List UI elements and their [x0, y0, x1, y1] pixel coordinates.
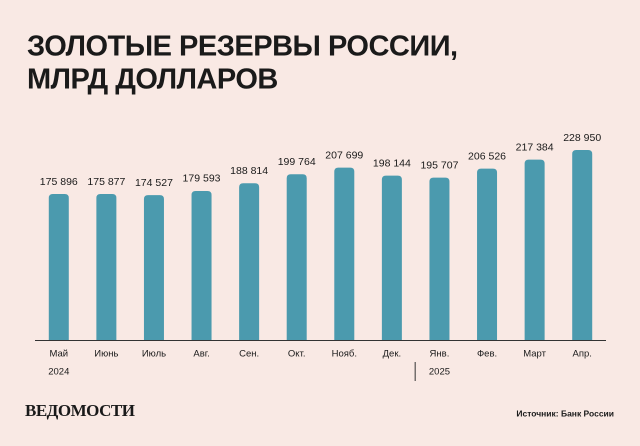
- bar: [572, 150, 593, 340]
- year-label: 2024: [48, 367, 69, 378]
- x-tick-label: Март: [523, 349, 546, 360]
- value-label: 175 896: [40, 176, 78, 188]
- logo: ВЕДОМОСТИ: [25, 401, 135, 420]
- chart-title: ЗОЛОТЫЕ РЕЗЕРВЫ РОССИИ,: [27, 31, 458, 63]
- bar: [429, 177, 450, 340]
- bar: [524, 159, 545, 340]
- bar: [334, 167, 355, 340]
- bar: [286, 174, 307, 340]
- value-label: 179 593: [183, 173, 221, 185]
- value-label: 175 877: [87, 176, 125, 188]
- value-label: 188 814: [230, 165, 268, 177]
- x-tick-label: Сен.: [239, 349, 259, 360]
- bar: [143, 195, 164, 340]
- value-label: 199 764: [278, 156, 316, 168]
- bar: [191, 190, 212, 340]
- x-tick-label: Июль: [142, 349, 166, 360]
- value-label: 228 950: [563, 132, 601, 144]
- bar: [381, 175, 402, 340]
- x-tick-label: Фев.: [477, 349, 497, 360]
- chart-title: МЛРД ДОЛЛАРОВ: [27, 64, 278, 96]
- bar: [48, 194, 69, 340]
- source: Источник: Банк России: [516, 408, 614, 418]
- x-tick-label: Нояб.: [332, 349, 357, 360]
- value-label: 206 526: [468, 150, 506, 162]
- x-tick-label: Янв.: [430, 349, 450, 360]
- x-tick-label: Дек.: [383, 349, 402, 360]
- x-tick-label: Апр.: [573, 349, 592, 360]
- x-tick-label: Июнь: [94, 349, 118, 360]
- value-label: 198 144: [373, 157, 411, 169]
- x-tick-label: Окт.: [288, 349, 306, 360]
- year-label: 2025: [429, 367, 450, 378]
- x-tick-label: Май: [49, 349, 68, 360]
- value-label: 195 707: [420, 159, 458, 171]
- bar: [239, 183, 260, 340]
- x-tick-label: Авг.: [193, 349, 209, 360]
- value-label: 207 699: [325, 149, 363, 161]
- value-label: 174 527: [135, 177, 173, 189]
- bar: [96, 194, 117, 340]
- bar: [477, 168, 498, 340]
- value-label: 217 384: [516, 141, 554, 153]
